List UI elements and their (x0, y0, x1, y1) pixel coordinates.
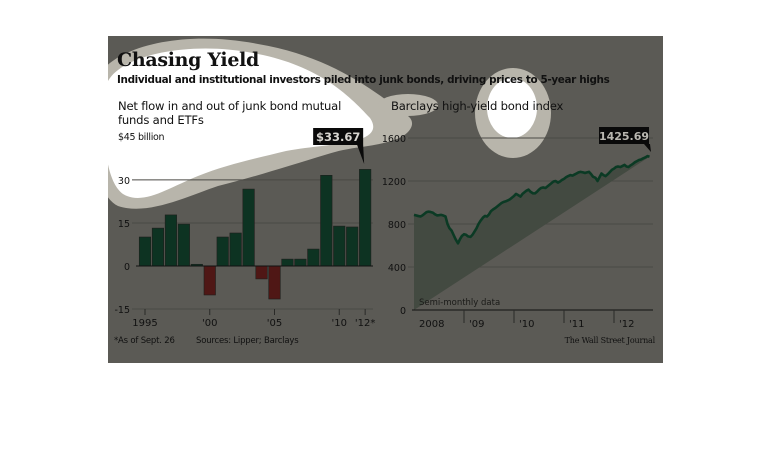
right-callout-pointer (644, 144, 651, 152)
footnote: *As of Sept. 26 (114, 336, 175, 346)
left-xtick-label: 1995 (132, 318, 157, 329)
sources: Sources: Lipper; Barclays (196, 336, 299, 346)
left-chart-unit: $45 billion (118, 132, 165, 143)
right-callout-box (599, 127, 649, 144)
chart-panel: Chasing Yield Individual and institution… (108, 36, 663, 363)
page-title: Chasing Yield (117, 49, 260, 71)
left-callout-box (313, 128, 364, 145)
page-subtitle: Individual and institutional investors p… (117, 74, 610, 86)
left-xtick-label: '00 (202, 318, 217, 329)
spotlight-right (487, 78, 537, 138)
spotlight-overlay (108, 38, 551, 209)
left-ytick-label: 0 (124, 262, 130, 273)
right-chart-title: Barclays high-yield bond index (391, 99, 564, 113)
left-ytick-label: 15 (118, 219, 130, 230)
left-callout-label: $33.67 (316, 130, 360, 144)
right-xtick-label: 2008 (419, 319, 444, 330)
right-ytick-label: 1600 (382, 134, 406, 145)
fund-flow-bar-chart: -15 0 15 30 1995 '00 '05 '10 '12* $33.67 (114, 128, 375, 329)
left-xtick-label: '05 (267, 318, 282, 329)
left-xtick-label: '12* (355, 318, 375, 329)
right-ytick-label: 400 (388, 263, 406, 274)
credit: The Wall Street Journal (564, 336, 656, 345)
right-xtick-label: '09 (469, 319, 484, 330)
index-area (414, 156, 650, 310)
left-chart-title: Net flow in and out of junk bond mutual … (118, 99, 342, 127)
left-ytick-label: -15 (114, 305, 130, 316)
left-callout-pointer (357, 145, 365, 164)
spotlight-left (108, 48, 374, 198)
right-ytick-label: 800 (388, 220, 406, 231)
left-ytick-label: 30 (118, 176, 130, 187)
right-xtick-label: '11 (569, 319, 584, 330)
right-ytick-label: 0 (400, 306, 406, 317)
spotlight-halo-mid (378, 94, 438, 116)
right-callout-label: 1425.69 (599, 130, 649, 143)
right-xtick-label: '12 (619, 319, 634, 330)
bond-index-area-chart: 0 400 800 1200 1600 2008 '09 '10 '11 '12 Semi-mont… (382, 127, 653, 330)
left-xtick-label: '10 (332, 318, 347, 329)
semi-monthly-note: Semi-monthly data (419, 298, 500, 308)
right-xtick-label: '10 (519, 319, 534, 330)
right-ytick-label: 1200 (382, 177, 406, 188)
index-line (413, 154, 650, 245)
